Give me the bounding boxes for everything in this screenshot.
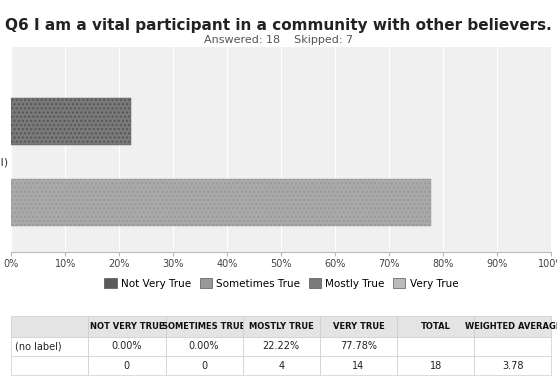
Bar [11,98,131,145]
Bar [11,179,431,226]
Text: Q6 I am a vital participant in a community with other believers.: Q6 I am a vital participant in a communi… [5,18,552,32]
Text: Answered: 18    Skipped: 7: Answered: 18 Skipped: 7 [204,35,353,45]
Legend: Not Very True, Sometimes True, Mostly True, Very True: Not Very True, Sometimes True, Mostly Tr… [100,274,462,293]
